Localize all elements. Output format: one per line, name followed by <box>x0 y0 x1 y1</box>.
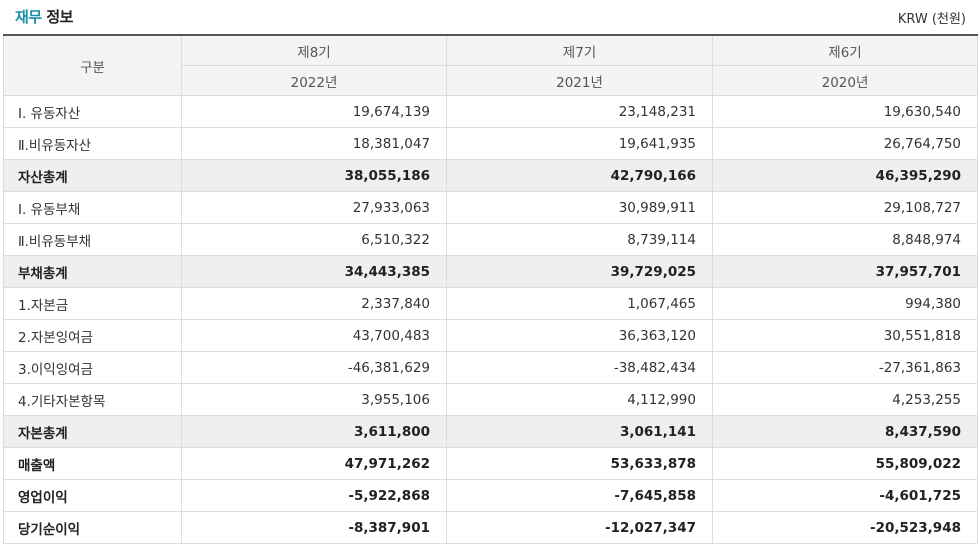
value-cell: 8,437,590 <box>712 415 978 448</box>
period-term-header: 제7기 <box>446 34 713 66</box>
value-cell: -5,922,868 <box>181 479 447 512</box>
table-row: Ⅱ.비유동부채 6,510,322 8,739,114 8,848,974 <box>3 223 978 256</box>
value-cell: 3,611,800 <box>181 415 447 448</box>
value-cell: 46,395,290 <box>712 159 978 192</box>
value-cell: 47,971,262 <box>181 447 447 480</box>
period-year-header: 2020년 <box>712 65 978 96</box>
header-row-years: 2022년 2021년 2020년 <box>4 65 978 96</box>
value-cell: -7,645,858 <box>446 479 713 512</box>
row-label: Ⅱ.비유동자산 <box>3 127 182 160</box>
period-year-header: 2022년 <box>181 65 447 96</box>
value-cell: 42,790,166 <box>446 159 713 192</box>
value-cell: 1,067,465 <box>446 287 713 320</box>
row-label: 매출액 <box>3 447 182 480</box>
table-row: 2.자본잉여금 43,700,483 36,363,120 30,551,818 <box>3 319 978 352</box>
row-label: 자산총계 <box>3 159 182 192</box>
value-cell: 55,809,022 <box>712 447 978 480</box>
table-row: 자산총계 38,055,186 42,790,166 46,395,290 <box>3 159 978 192</box>
table-row: Ⅰ. 유동부채 27,933,063 30,989,911 29,108,727 <box>3 191 978 224</box>
value-cell: 29,108,727 <box>712 191 978 224</box>
table-row: 부채총계 34,443,385 39,729,025 37,957,701 <box>3 255 978 288</box>
value-cell: 30,551,818 <box>712 319 978 352</box>
value-cell: 23,148,231 <box>446 95 713 128</box>
value-cell: 43,700,483 <box>181 319 447 352</box>
table-body: Ⅰ. 유동자산 19,674,139 23,148,231 19,630,540 Ⅱ.비… <box>3 95 978 544</box>
value-cell: 34,443,385 <box>181 255 447 288</box>
value-cell: 3,955,106 <box>181 383 447 416</box>
value-cell: 19,641,935 <box>446 127 713 160</box>
value-cell: -8,387,901 <box>181 511 447 544</box>
value-cell: 53,633,878 <box>446 447 713 480</box>
table-row: 자본총계 3,611,800 3,061,141 8,437,590 <box>3 415 978 448</box>
table-row: Ⅰ. 유동자산 19,674,139 23,148,231 19,630,540 <box>3 95 978 128</box>
value-cell: -12,027,347 <box>446 511 713 544</box>
row-label: 부채총계 <box>3 255 182 288</box>
table-row: 매출액 47,971,262 53,633,878 55,809,022 <box>3 447 978 480</box>
table-row: Ⅱ.비유동자산 18,381,047 19,641,935 26,764,750 <box>3 127 978 160</box>
row-label: 1.자본금 <box>3 287 182 320</box>
row-label: 당기순이익 <box>3 511 182 544</box>
value-cell: 8,848,974 <box>712 223 978 256</box>
value-cell: -27,361,863 <box>712 351 978 384</box>
row-label: Ⅰ. 유동자산 <box>3 95 182 128</box>
value-cell: 39,729,025 <box>446 255 713 288</box>
period-term-header: 제6기 <box>712 34 978 66</box>
value-cell: -20,523,948 <box>712 511 978 544</box>
row-label: Ⅰ. 유동부채 <box>3 191 182 224</box>
value-cell: 4,112,990 <box>446 383 713 416</box>
value-cell: 4,253,255 <box>712 383 978 416</box>
value-cell: -46,381,629 <box>181 351 447 384</box>
row-label: 4.기타자본항목 <box>3 383 182 416</box>
header-row-terms: 구분 제8기 제7기 제6기 <box>3 34 978 96</box>
table-row: 1.자본금 2,337,840 1,067,465 994,380 <box>3 287 978 320</box>
value-cell: 38,055,186 <box>181 159 447 192</box>
value-cell: 2,337,840 <box>181 287 447 320</box>
period-term-header: 제8기 <box>181 34 447 66</box>
section-title-accent: 재무 <box>15 8 42 26</box>
table-row: 3.이익잉여금 -46,381,629 -38,482,434 -27,361,863 <box>3 351 978 384</box>
currency-unit: KRW (천원) <box>897 12 966 27</box>
value-cell: 30,989,911 <box>446 191 713 224</box>
value-cell: 36,363,120 <box>446 319 713 352</box>
value-cell: 8,739,114 <box>446 223 713 256</box>
value-cell: 6,510,322 <box>181 223 447 256</box>
table-row: 영업이익 -5,922,868 -7,645,858 -4,601,725 <box>3 479 978 512</box>
value-cell: 19,674,139 <box>181 95 447 128</box>
row-label: 자본총계 <box>3 415 182 448</box>
section-title-rest: 정보 <box>41 8 73 26</box>
value-cell: 37,957,701 <box>712 255 978 288</box>
value-cell: 18,381,047 <box>181 127 447 160</box>
financial-table: 구분 제8기 제7기 제6기 2022년 2021년 2020년 Ⅰ. 유동자산… <box>3 34 978 544</box>
value-cell: 27,933,063 <box>181 191 447 224</box>
value-cell: -38,482,434 <box>446 351 713 384</box>
section-header: 재무 정보 KRW (천원) <box>0 0 980 34</box>
value-cell: -4,601,725 <box>712 479 978 512</box>
section-title: 재무 정보 <box>15 6 73 27</box>
value-cell: 3,061,141 <box>446 415 713 448</box>
period-year-header: 2021년 <box>446 65 713 96</box>
value-cell: 26,764,750 <box>712 127 978 160</box>
value-cell: 19,630,540 <box>712 95 978 128</box>
label-header: 구분 <box>3 34 182 96</box>
value-cell: 994,380 <box>712 287 978 320</box>
row-label: 영업이익 <box>3 479 182 512</box>
row-label: 2.자본잉여금 <box>3 319 182 352</box>
table-row: 4.기타자본항목 3,955,106 4,112,990 4,253,255 <box>3 383 978 416</box>
row-label: Ⅱ.비유동부채 <box>3 223 182 256</box>
table-row: 당기순이익 -8,387,901 -12,027,347 -20,523,948 <box>3 511 978 544</box>
row-label: 3.이익잉여금 <box>3 351 182 384</box>
